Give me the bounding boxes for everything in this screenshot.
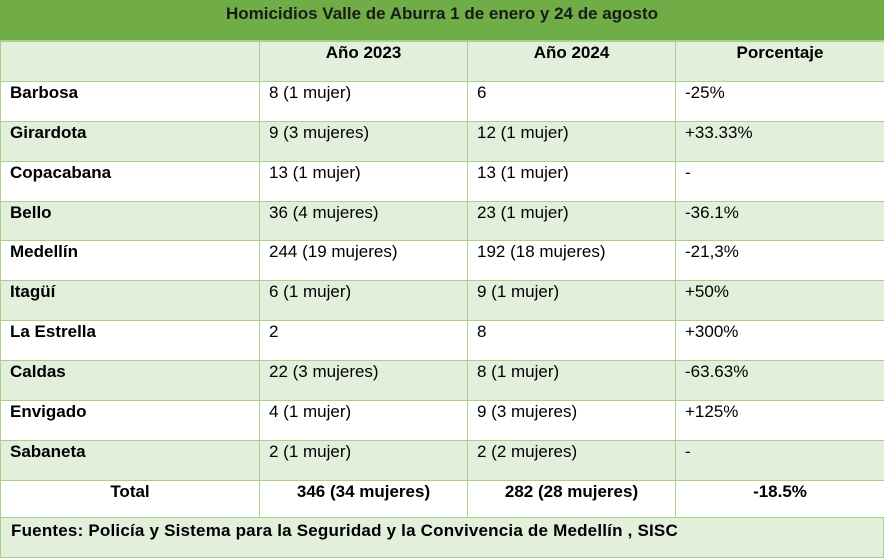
total-label: Total — [0, 479, 260, 521]
cell-2024: 2 (2 mujeres) — [467, 439, 676, 481]
table-row: Barbosa 8 (1 mujer) 6 -25% — [0, 80, 884, 122]
cell-2023: 36 (4 mujeres) — [259, 200, 468, 242]
cell-porcentaje: - — [675, 160, 884, 202]
cell-2023: 4 (1 mujer) — [259, 400, 468, 441]
cell-porcentaje: -63.63% — [675, 360, 884, 402]
cell-2023: 6 (1 mujer) — [259, 280, 468, 322]
cell-2024: 12 (1 mujer) — [467, 120, 676, 162]
cell-porcentaje: +300% — [675, 320, 884, 362]
cell-porcentaje: - — [675, 439, 884, 481]
total-2024: 282 (28 mujeres) — [467, 479, 676, 521]
table-row: La Estrella 2 8 +300% — [0, 320, 884, 362]
table-row: Bello 36 (4 mujeres) 23 (1 mujer) -36.1% — [0, 200, 884, 242]
table-row: Girardota 9 (3 mujeres) 12 (1 mujer) +33… — [0, 120, 884, 162]
cell-2024: 8 (1 mujer) — [467, 360, 676, 402]
cell-porcentaje: +125% — [675, 400, 884, 441]
total-row: Total 346 (34 mujeres) 282 (28 mujeres) … — [0, 479, 884, 521]
total-2023: 346 (34 mujeres) — [259, 479, 468, 521]
cell-2023: 8 (1 mujer) — [259, 80, 468, 122]
cell-2024: 6 — [467, 80, 676, 122]
cell-porcentaje: -36.1% — [675, 200, 884, 242]
header-cell-2023: Año 2023 — [259, 41, 468, 82]
cell-municipio: Itagüí — [0, 280, 260, 322]
cell-municipio: Envigado — [0, 400, 260, 441]
cell-municipio: Copacabana — [0, 160, 260, 202]
cell-2023: 9 (3 mujeres) — [259, 120, 468, 162]
cell-2023: 22 (3 mujeres) — [259, 360, 468, 402]
cell-porcentaje: +50% — [675, 280, 884, 322]
cell-municipio: Caldas — [0, 360, 260, 402]
cell-porcentaje: -25% — [675, 80, 884, 122]
cell-2023: 13 (1 mujer) — [259, 160, 468, 202]
table-row: Caldas 22 (3 mujeres) 8 (1 mujer) -63.63… — [0, 360, 884, 402]
table-row: Itagüí 6 (1 mujer) 9 (1 mujer) +50% — [0, 280, 884, 322]
cell-municipio: Medellín — [0, 240, 260, 282]
table-title: Homicidios Valle de Aburra 1 de enero y … — [0, 0, 884, 41]
cell-porcentaje: -21,3% — [675, 240, 884, 282]
cell-municipio: Barbosa — [0, 80, 260, 122]
cell-2023: 2 — [259, 320, 468, 362]
cell-2024: 23 (1 mujer) — [467, 200, 676, 242]
header-cell-municipio — [0, 41, 260, 82]
cell-2024: 8 — [467, 320, 676, 362]
cell-municipio: Bello — [0, 200, 260, 242]
header-cell-2024: Año 2024 — [467, 41, 676, 82]
cell-2024: 9 (1 mujer) — [467, 280, 676, 322]
table-row: Medellín 244 (19 mujeres) 192 (18 mujere… — [0, 240, 884, 282]
cell-municipio: Girardota — [0, 120, 260, 162]
cell-porcentaje: +33.33% — [675, 120, 884, 162]
table-row: Envigado 4 (1 mujer) 9 (3 mujeres) +125% — [0, 400, 884, 441]
cell-municipio: Sabaneta — [0, 439, 260, 481]
data-grid: Año 2023 Año 2024 Porcentaje Barbosa 8 (… — [0, 41, 884, 521]
header-row: Año 2023 Año 2024 Porcentaje — [0, 41, 884, 82]
cell-2024: 13 (1 mujer) — [467, 160, 676, 202]
table-row: Sabaneta 2 (1 mujer) 2 (2 mujeres) - — [0, 439, 884, 481]
total-porcentaje: -18.5% — [675, 479, 884, 521]
cell-2023: 244 (19 mujeres) — [259, 240, 468, 282]
sources-footer: Fuentes: Policía y Sistema para la Segur… — [0, 517, 884, 558]
table-row: Copacabana 13 (1 mujer) 13 (1 mujer) - — [0, 160, 884, 202]
header-cell-porcentaje: Porcentaje — [675, 41, 884, 82]
cell-2023: 2 (1 mujer) — [259, 439, 468, 481]
cell-2024: 192 (18 mujeres) — [467, 240, 676, 282]
cell-2024: 9 (3 mujeres) — [467, 400, 676, 441]
cell-municipio: La Estrella — [0, 320, 260, 362]
